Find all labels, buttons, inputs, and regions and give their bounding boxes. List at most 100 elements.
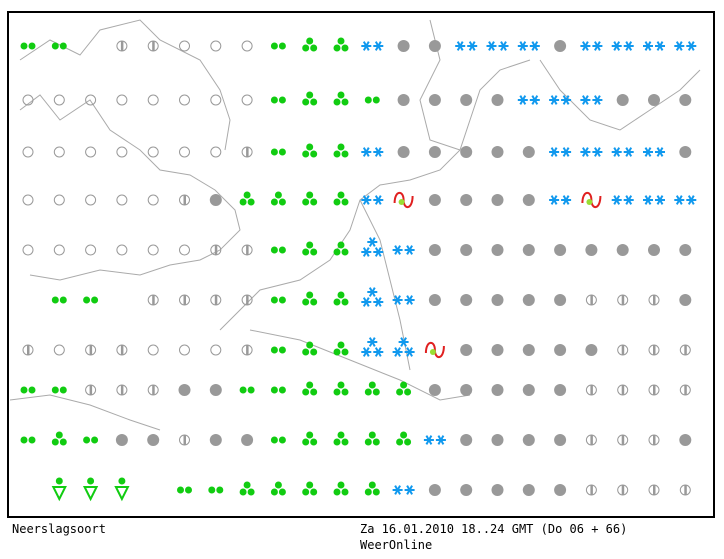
rain [333, 248, 341, 256]
partly-cloudy-fill [590, 295, 593, 305]
partly-cloudy-fill [152, 41, 155, 51]
star-stroke [362, 147, 370, 157]
rain [333, 44, 341, 52]
cloudy [491, 434, 504, 446]
rain [341, 198, 349, 206]
cloudy [428, 94, 441, 106]
rain [302, 348, 310, 356]
drizzle [216, 486, 224, 494]
partly-cloudy-fill [246, 147, 249, 157]
rain [337, 291, 345, 299]
dry [179, 244, 190, 256]
star-stroke [394, 485, 401, 495]
partly-cloudy-fill [653, 385, 656, 395]
drizzle [59, 42, 67, 50]
drizzle [278, 96, 286, 104]
cloudy [491, 94, 504, 106]
partly-cloudy-fill [246, 245, 249, 255]
cloudy [460, 244, 473, 256]
rain [337, 431, 345, 439]
cloudy [178, 384, 191, 396]
star-stroke [406, 485, 413, 495]
cloudy [554, 244, 567, 256]
partly-cloudy-fill [183, 195, 186, 205]
rain [337, 241, 345, 249]
partly-cloudy-fill [621, 485, 625, 495]
rain [59, 438, 67, 446]
rain [310, 488, 318, 496]
dry [53, 146, 65, 158]
dry [53, 344, 65, 356]
dry [53, 194, 65, 206]
partly-cloudy-fill [653, 295, 656, 305]
drizzle [270, 386, 278, 394]
drizzle [51, 42, 59, 50]
rain [341, 488, 349, 496]
rain [51, 438, 59, 446]
cloudy [115, 434, 128, 446]
cloudy [554, 344, 567, 356]
partly-cloudy-fill [621, 295, 625, 305]
freezing-rain-dot [429, 349, 436, 355]
star-stroke [368, 237, 376, 247]
partly-cloudy-fill [120, 385, 124, 395]
dry [116, 244, 128, 256]
rain [404, 438, 412, 446]
rain [306, 143, 314, 151]
dry [241, 94, 253, 106]
border [359, 199, 411, 371]
drizzle [91, 296, 99, 304]
freezing-rain-dot [398, 199, 405, 205]
cloudy [522, 484, 535, 496]
star-stroke [644, 195, 652, 205]
star-stroke [362, 347, 370, 357]
map-frame [7, 11, 715, 518]
partly-cloudy-fill [653, 435, 656, 445]
coast [219, 59, 531, 331]
cloudy [209, 194, 222, 206]
star-stroke [582, 147, 589, 157]
rain [243, 191, 251, 199]
star-stroke [687, 195, 695, 205]
star-stroke [437, 435, 445, 445]
dry [22, 194, 34, 206]
cloudy [460, 344, 473, 356]
rain [396, 438, 404, 446]
rain [333, 438, 341, 446]
rain [396, 388, 404, 396]
partly-cloudy-fill [89, 385, 93, 395]
drizzle [83, 296, 91, 304]
rain [278, 198, 286, 206]
partly-cloudy-fill [684, 485, 687, 495]
dry [85, 244, 97, 256]
drizzle [270, 96, 278, 104]
rain [341, 438, 349, 446]
rain [278, 488, 286, 496]
star-stroke [362, 247, 370, 257]
cloudy [522, 244, 535, 256]
star-stroke [644, 41, 652, 51]
rain [337, 481, 345, 489]
cloudy [460, 194, 473, 206]
drizzle [51, 386, 59, 394]
rain [306, 241, 314, 249]
cloudy [147, 434, 160, 446]
rain [341, 150, 349, 158]
cloudy [679, 294, 692, 306]
cloudy [554, 434, 567, 446]
rain [302, 248, 310, 256]
cloudy [679, 244, 692, 256]
drizzle [270, 246, 278, 254]
rain [333, 388, 341, 396]
star-stroke [362, 41, 370, 51]
drizzle [270, 296, 278, 304]
drizzle [278, 346, 286, 354]
drizzle [20, 42, 28, 50]
partly-cloudy-fill [214, 295, 218, 305]
rain [306, 381, 314, 389]
drizzle [270, 346, 278, 354]
rain [337, 37, 345, 45]
star-stroke [488, 41, 495, 51]
cloudy [522, 384, 535, 396]
